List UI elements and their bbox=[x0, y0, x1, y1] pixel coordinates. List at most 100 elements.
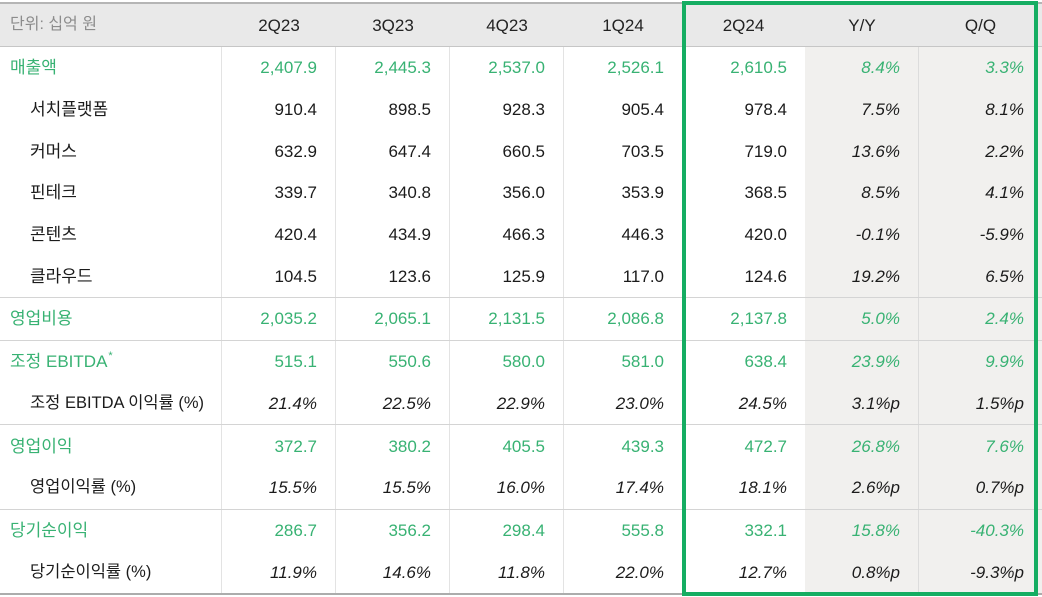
row-label-text: 커머스 bbox=[30, 141, 77, 161]
value-cell: 928.3 bbox=[450, 88, 564, 131]
value-cell: 23.0% bbox=[615, 393, 664, 413]
value-cell: 2,086.8 bbox=[607, 309, 664, 329]
value-cell: 123.6 bbox=[336, 255, 450, 298]
value-cell: 16.0% bbox=[450, 466, 564, 509]
row-label: 영업이익률 (%) bbox=[0, 466, 222, 509]
row-label-text: 조정 EBITDA 이익률 (%) bbox=[30, 394, 204, 413]
value-cell: 286.7 bbox=[222, 509, 336, 552]
row-label: 클라우드 bbox=[0, 255, 222, 298]
value-cell: 2,137.8 bbox=[730, 309, 787, 329]
value-cell: 372.7 bbox=[222, 425, 336, 467]
value-cell: 632.9 bbox=[222, 130, 336, 173]
value-cell: 332.1 bbox=[744, 520, 787, 540]
value-cell: 7.5% bbox=[805, 88, 919, 131]
table-row: 영업비용 2,035.2 2,065.1 2,131.5 2,086.8 2,137.8 5… bbox=[0, 297, 1042, 340]
table-row: 영업이익 372.7 380.2 405.5 439.3 472.7 26.8% 7.6% bbox=[0, 424, 1042, 467]
value-cell: 11.9% bbox=[222, 551, 336, 593]
value-cell: 2,131.5 bbox=[450, 298, 564, 340]
value-cell: 8.5% bbox=[805, 172, 919, 214]
value-cell: 117.0 bbox=[622, 266, 664, 286]
table-row: 서치플랫폼 910.4 898.5 928.3 905.4 978.4 7.5% 8.1% bbox=[0, 88, 1042, 131]
value-cell: 13.6% bbox=[805, 130, 919, 173]
value-cell: 15.8% bbox=[805, 509, 919, 552]
value-cell: 466.3 bbox=[450, 213, 564, 256]
value-cell: 340.8 bbox=[336, 172, 450, 214]
value-cell: 3.1%p bbox=[805, 382, 919, 425]
table-row: 당기순이익률 (%) 11.9% 14.6% 11.8% 22.0% 12.7% 0.8%p… bbox=[0, 551, 1042, 593]
table-row: 당기순이익 286.7 356.2 298.4 555.8 332.1 15.8% -40.3… bbox=[0, 508, 1042, 552]
row-label: 조정 EBITDA 이익률 (%) bbox=[0, 382, 222, 425]
row-label-text: 핀테크 bbox=[30, 183, 77, 203]
table-row: 콘텐츠 420.4 434.9 466.3 446.3 420.0 -0.1% -5.9% bbox=[0, 213, 1042, 256]
value-cell: 4.1% bbox=[919, 172, 1042, 214]
row-label-text: 매출액 bbox=[10, 58, 57, 78]
value-cell: 555.8 bbox=[621, 520, 664, 540]
value-cell: 910.4 bbox=[222, 88, 336, 131]
value-cell: 905.4 bbox=[621, 100, 664, 120]
value-cell: 638.4 bbox=[744, 352, 787, 372]
value-cell: 719.0 bbox=[744, 141, 787, 161]
value-cell: 647.4 bbox=[336, 130, 450, 173]
value-cell: 15.5% bbox=[336, 466, 450, 509]
footnote-asterisk: * bbox=[108, 350, 113, 363]
value-cell: 446.3 bbox=[621, 225, 664, 245]
value-cell: 124.6 bbox=[744, 266, 787, 286]
value-cell: 125.9 bbox=[450, 255, 564, 298]
col-header-yoy: Y/Y bbox=[848, 15, 876, 35]
value-cell: 5.0% bbox=[805, 298, 919, 340]
value-cell: 434.9 bbox=[336, 213, 450, 256]
value-cell: 703.5 bbox=[621, 141, 664, 161]
value-cell: 26.8% bbox=[805, 425, 919, 467]
row-label-text: 당기순이익 bbox=[10, 520, 89, 540]
value-cell: 11.8% bbox=[450, 551, 564, 593]
value-cell: 14.6% bbox=[336, 551, 450, 593]
row-label: 콘텐츠 bbox=[0, 213, 222, 256]
value-cell: 420.0 bbox=[744, 225, 787, 245]
value-cell: 581.0 bbox=[621, 352, 664, 372]
row-label-text: 서치플랫폼 bbox=[30, 100, 109, 120]
row-label: 커머스 bbox=[0, 130, 222, 173]
row-label: 매출액 bbox=[0, 47, 222, 89]
value-cell: -0.1% bbox=[805, 213, 919, 256]
value-cell: 24.5% bbox=[738, 393, 787, 413]
value-cell: 22.5% bbox=[336, 382, 450, 425]
value-cell: 353.9 bbox=[621, 183, 664, 203]
col-header-2q23: 2Q23 bbox=[258, 15, 300, 35]
value-cell: 978.4 bbox=[744, 100, 787, 120]
value-cell: 356.0 bbox=[450, 172, 564, 214]
value-cell: 0.8%p bbox=[805, 551, 919, 593]
value-cell: 339.7 bbox=[222, 172, 336, 214]
col-header-2q24: 2Q24 bbox=[722, 15, 765, 35]
value-cell: 18.1% bbox=[738, 478, 787, 498]
value-cell: 23.9% bbox=[805, 340, 919, 383]
value-cell: 356.2 bbox=[336, 509, 450, 552]
table-row: 조정 EBITDA 이익률 (%) 21.4% 22.5% 22.9% 23.0% 24.… bbox=[0, 382, 1042, 425]
col-header-qoq: Q/Q bbox=[964, 15, 997, 35]
value-cell: 22.9% bbox=[450, 382, 564, 425]
value-cell: 515.1 bbox=[222, 340, 336, 383]
value-cell: 8.4% bbox=[805, 47, 919, 89]
value-cell: 2,526.1 bbox=[607, 58, 664, 78]
table-body: 매출액 2,407.9 2,445.3 2,537.0 2,526.1 2,610.5 8.… bbox=[0, 47, 1042, 593]
row-label: 조정 EBITDA * bbox=[0, 340, 222, 383]
value-cell: 2,407.9 bbox=[222, 47, 336, 89]
value-cell: 2,065.1 bbox=[336, 298, 450, 340]
value-cell: 472.7 bbox=[744, 436, 787, 456]
row-label: 영업이익 bbox=[0, 425, 222, 467]
unit-label: 단위: 십억 원 bbox=[10, 16, 97, 33]
row-label-text: 영업이익률 (%) bbox=[30, 478, 137, 497]
value-cell: 550.6 bbox=[336, 340, 450, 383]
col-header-4q23: 4Q23 bbox=[486, 15, 528, 35]
row-label-text: 콘텐츠 bbox=[30, 225, 77, 245]
value-cell: 380.2 bbox=[336, 425, 450, 467]
value-cell: 0.7%p bbox=[919, 466, 1042, 509]
value-cell: 368.5 bbox=[744, 183, 787, 203]
row-label: 핀테크 bbox=[0, 172, 222, 214]
col-header-1q24: 1Q24 bbox=[602, 15, 644, 35]
value-cell: 6.5% bbox=[919, 255, 1042, 298]
value-cell: 2.6%p bbox=[805, 466, 919, 509]
table-row: 영업이익률 (%) 15.5% 15.5% 16.0% 17.4% 18.1% 2.6%p 0… bbox=[0, 466, 1042, 509]
value-cell: 2,610.5 bbox=[730, 58, 787, 78]
